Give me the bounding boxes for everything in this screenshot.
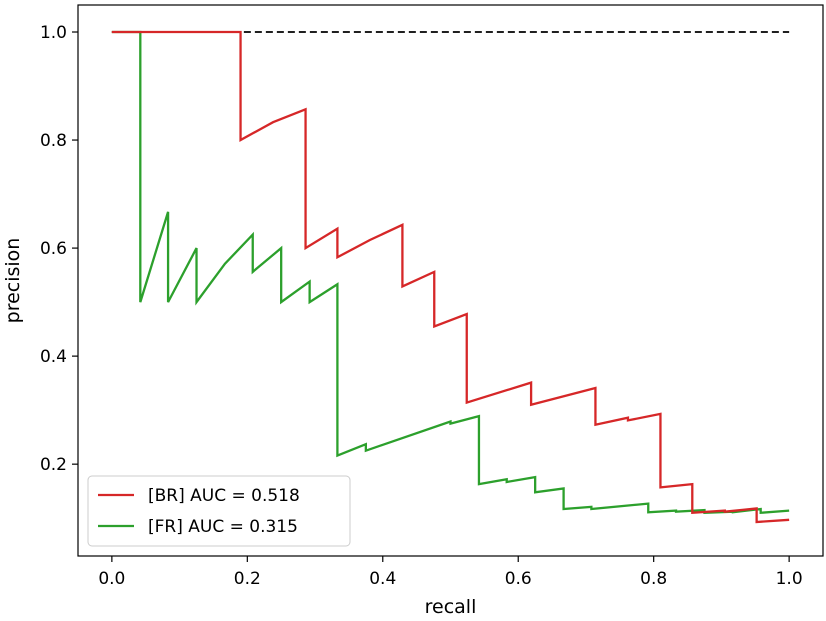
series-line-0 (111, 30, 790, 524)
x-axis-label: recall (425, 596, 477, 617)
y-tick-label: 0.2 (40, 455, 67, 475)
series-line-1 (111, 30, 790, 515)
plot-frame (77, 4, 824, 557)
legend-box (87, 475, 351, 547)
legend: [BR] AUC = 0.518 [FR] AUC = 0.315 (87, 475, 351, 547)
x-tick-label: 0.4 (369, 569, 396, 589)
x-tick-label: 0.6 (505, 569, 532, 589)
y-axis-label: precision (2, 238, 24, 324)
x-tick-label: 0.0 (98, 569, 125, 589)
y-tick-label: 0.6 (40, 239, 67, 259)
x-tick-label: 1.0 (776, 569, 803, 589)
x-tick-label: 0.2 (234, 569, 261, 589)
plot-layer (111, 30, 790, 524)
x-tick-label: 0.8 (640, 569, 667, 589)
y-tick-label: 0.8 (40, 131, 67, 151)
legend-label: [BR] AUC = 0.518 (148, 486, 300, 506)
axis-ticks: 0.0 0.2 0.4 0.6 0.8 1.0 0.2 0.4 0.6 0.8 1.0 (40, 23, 803, 589)
y-tick-label: 0.4 (40, 347, 67, 367)
legend-label: [FR] AUC = 0.315 (148, 517, 298, 537)
y-tick-label: 1.0 (40, 23, 67, 43)
